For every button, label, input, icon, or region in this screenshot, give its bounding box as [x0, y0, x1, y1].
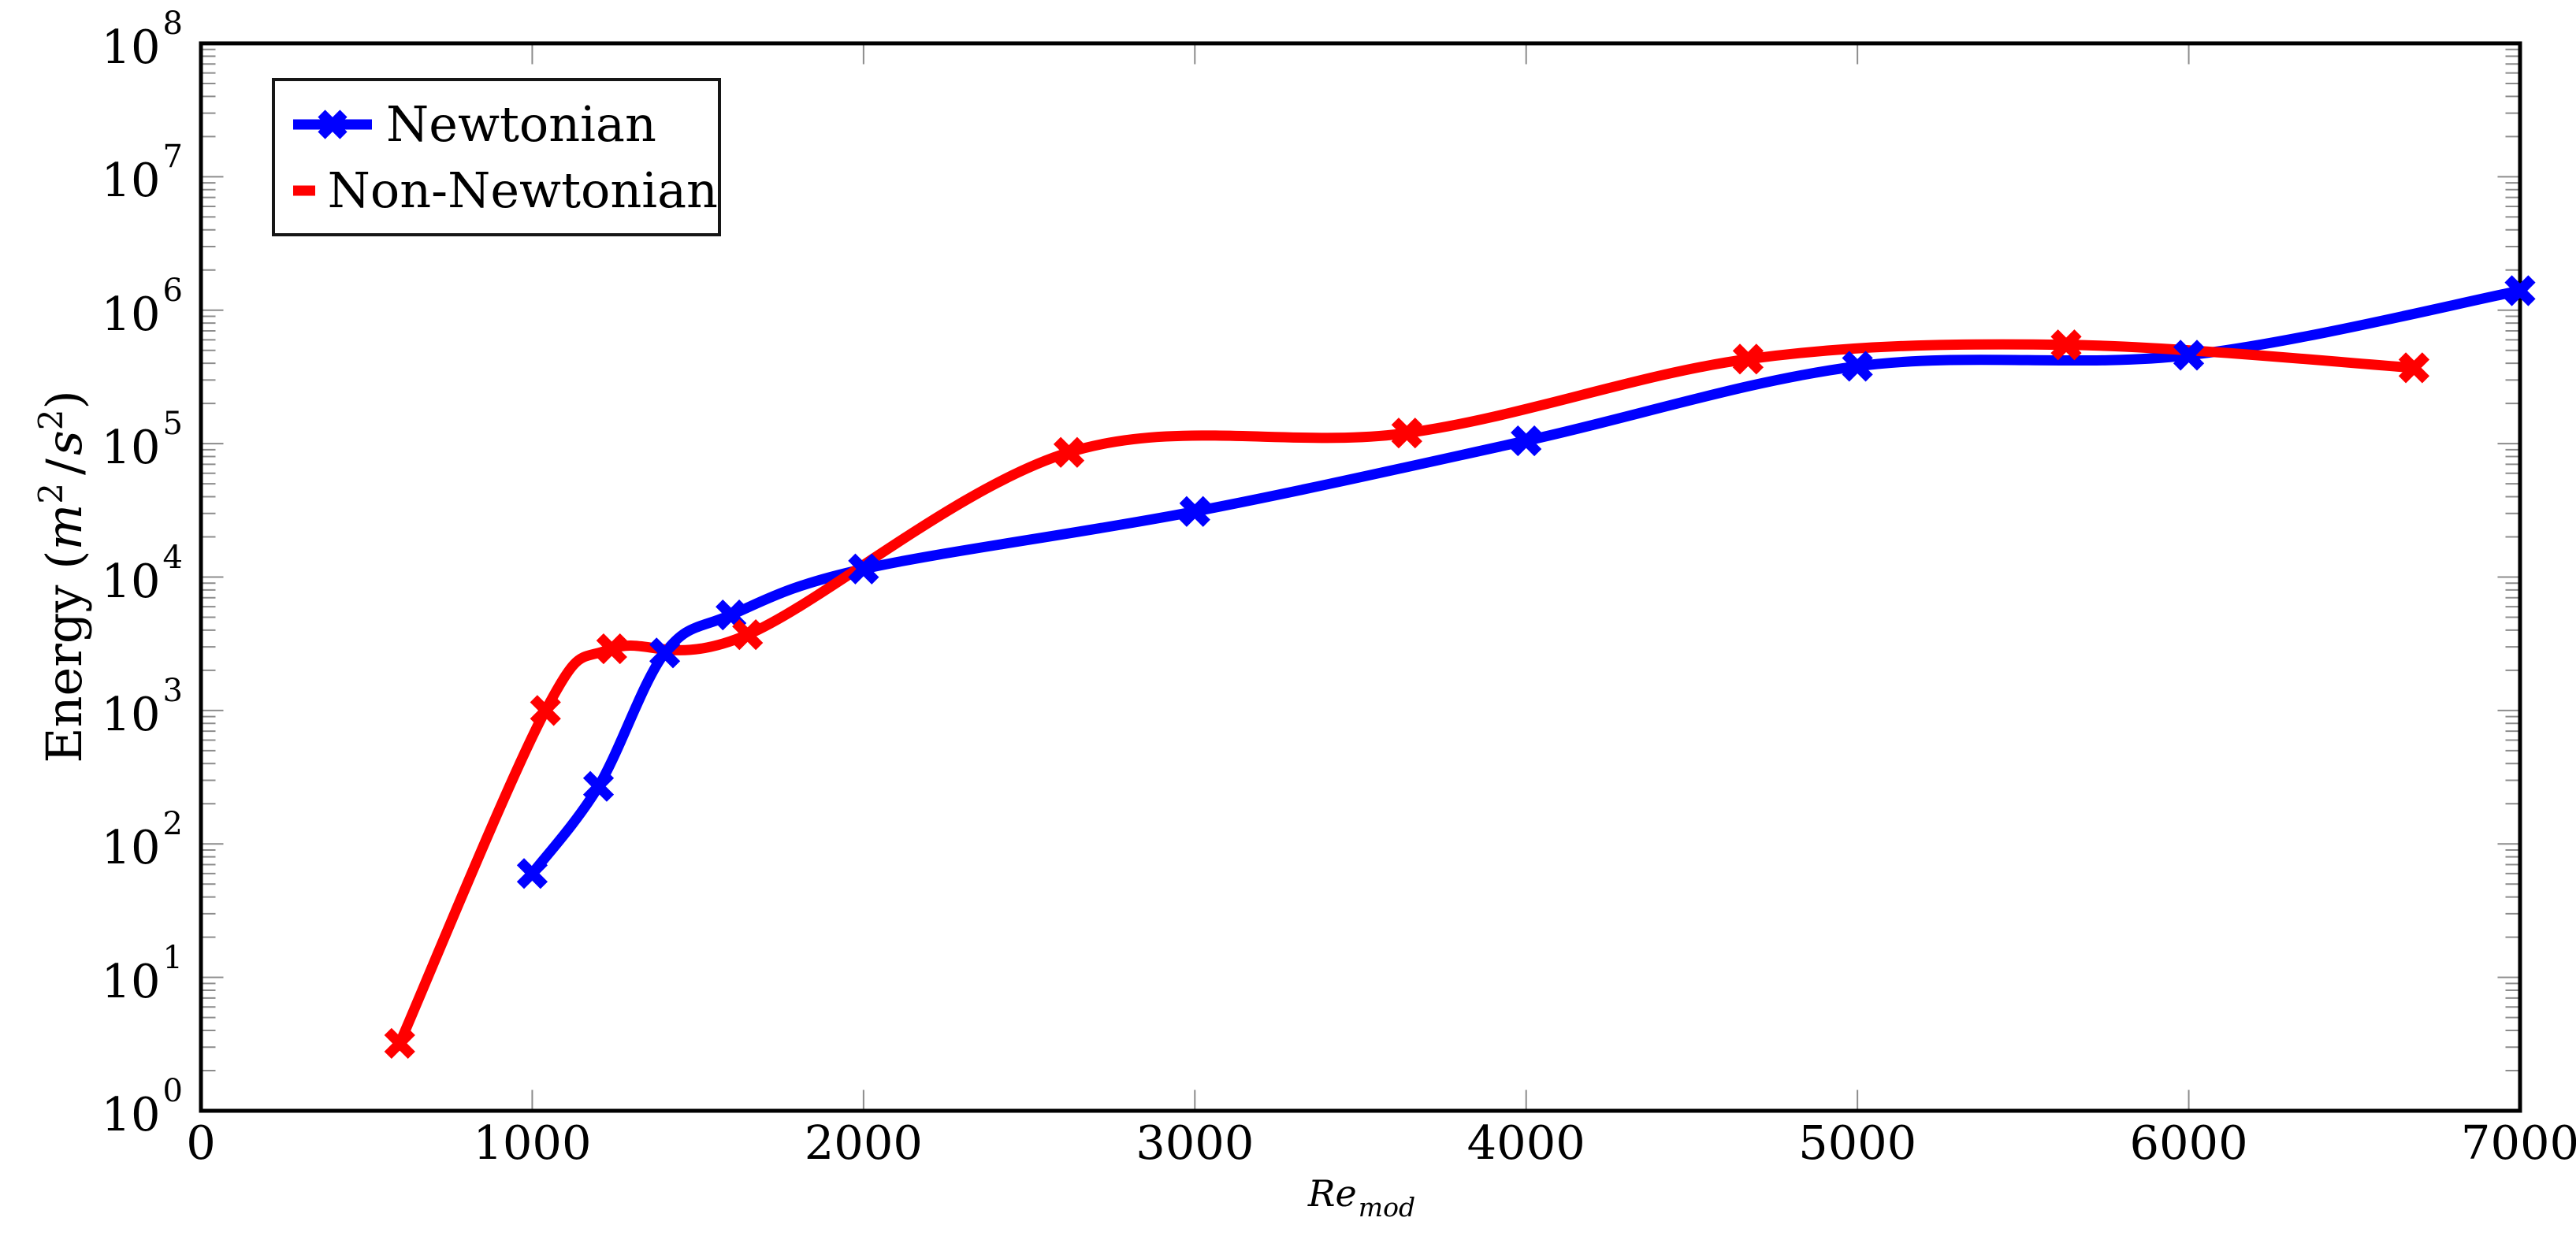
y-tick-base: 10 [101, 820, 161, 875]
legend-marker-icon [293, 109, 372, 139]
legend-line-sample [293, 185, 315, 195]
y-axis-label-numerator: m [35, 503, 93, 551]
y-tick-label: 10 7 [101, 141, 183, 208]
x-tick-label: 0 [186, 1116, 216, 1170]
y-axis-label-prefix: Energy ( [35, 550, 93, 763]
y-tick-base: 10 [101, 20, 161, 74]
y-tick-base: 10 [101, 286, 161, 341]
y-tick-exponent: 0 [162, 1073, 183, 1109]
y-tick-label: 10 4 [101, 542, 183, 608]
x-tick-label: 3000 [1136, 1116, 1255, 1170]
series-line-non-newtonian [394, 339, 2419, 1049]
series-markers-non-newtonian [384, 329, 2430, 1060]
y-tick-label: 10 2 [101, 808, 183, 875]
legend: Newtonian Non-Newtonian [272, 78, 721, 236]
y-tick-base: 10 [101, 1087, 161, 1141]
y-tick-exponent: 1 [162, 939, 183, 976]
axis-box [199, 41, 2522, 1113]
y-tick-label: 10 8 [101, 8, 183, 74]
y-tick-exponent: 2 [162, 806, 183, 843]
y-tick-base: 10 [101, 420, 161, 475]
x-tick-label: 1000 [473, 1116, 592, 1170]
x-axis-label: Remod [1307, 1172, 1415, 1220]
y-axis-label-suffix: ) [35, 390, 93, 410]
y-tick-label: 10 5 [101, 408, 183, 475]
x-axis-label-base: Re [1307, 1172, 1357, 1215]
y-tick-label: 10 6 [101, 275, 183, 341]
legend-marker-icon [293, 185, 315, 195]
y-tick-label: 10 0 [101, 1075, 183, 1141]
y-tick-exponent: 7 [162, 139, 183, 176]
y-axis-label: Energy (m2/s2) [32, 390, 93, 763]
y-tick-exponent: 3 [162, 672, 183, 709]
legend-line-sample [293, 109, 372, 139]
series-markers-newtonian [516, 275, 2536, 889]
y-tick-exponent: 6 [162, 272, 183, 309]
y-axis-label-divider: / [35, 458, 93, 475]
y-tick-exponent: 4 [162, 539, 183, 576]
x-axis-label-subscript: mod [1358, 1192, 1416, 1223]
x-tick-label: 5000 [1798, 1116, 1917, 1170]
y-tick-base: 10 [101, 153, 161, 208]
x-tick-label: 7000 [2460, 1116, 2576, 1170]
y-tick-exponent: 8 [162, 6, 183, 42]
x-tick-label: 2000 [804, 1116, 923, 1170]
legend-label: Non-Newtonian [327, 161, 718, 219]
y-axis-label-numerator-exponent: 2 [32, 482, 70, 504]
y-tick-base: 10 [101, 686, 161, 741]
y-tick-exponent: 5 [162, 406, 183, 443]
legend-item-non-newtonian: Non-Newtonian [292, 158, 718, 224]
legend-label: Newtonian [386, 95, 656, 153]
x-tick-label: 4000 [1466, 1116, 1585, 1170]
y-axis-label-denominator-exponent: 2 [32, 409, 70, 431]
x-tick-label: 6000 [2129, 1116, 2248, 1170]
y-tick-label: 10 1 [101, 942, 183, 1008]
legend-item-newtonian: Newtonian [292, 91, 718, 158]
axis-ticks [203, 45, 2518, 1109]
y-tick-base: 10 [101, 553, 161, 608]
y-tick-base: 10 [101, 953, 161, 1008]
y-tick-label: 10 3 [101, 675, 183, 741]
y-axis-label-denominator: s [35, 430, 93, 456]
